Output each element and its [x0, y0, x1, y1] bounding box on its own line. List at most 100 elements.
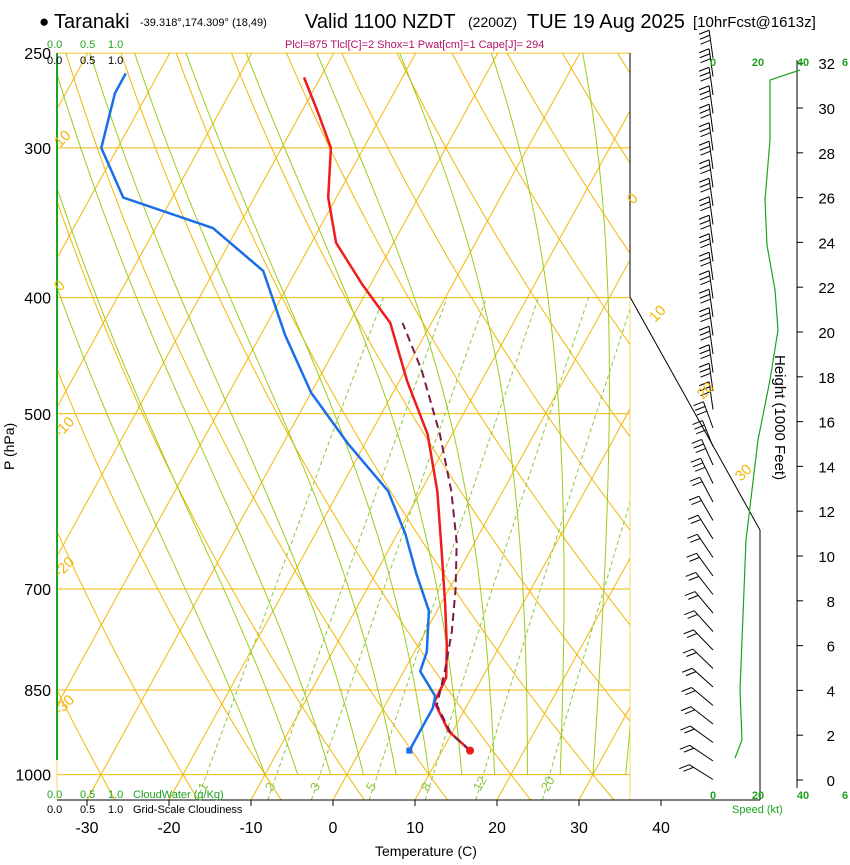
barb-shaft	[690, 726, 713, 742]
wind-barb	[689, 496, 713, 520]
barb-shaft	[691, 707, 713, 724]
cloudwater-tick-top-1: 0.5	[80, 39, 95, 51]
isotherm-label: -30	[51, 691, 78, 718]
barb-flag	[700, 146, 710, 150]
barb-flag	[687, 553, 697, 557]
mixing-ratio-label: 3	[307, 780, 324, 794]
barb-flag	[699, 123, 709, 127]
barb-flag	[699, 86, 709, 90]
wind-barb	[699, 30, 713, 58]
surface-dewpoint-marker	[406, 748, 412, 754]
isotherm-line	[251, 53, 662, 800]
barb-flag	[700, 54, 710, 58]
barb-flag	[687, 534, 697, 538]
wind-barb	[699, 271, 713, 299]
wind-barb	[699, 104, 713, 132]
mixing-ratio-line	[542, 298, 693, 800]
barb-flag	[700, 165, 710, 169]
barb-shaft	[697, 534, 713, 557]
barb-flag	[700, 72, 710, 76]
barb-shaft	[689, 765, 713, 780]
wind-barb	[682, 668, 713, 687]
isotherm-line	[415, 53, 826, 800]
isotherm-label: 30	[732, 461, 756, 485]
barb-flag	[699, 308, 709, 312]
barb-flag	[699, 345, 709, 349]
temperature-tick-label: 30	[570, 820, 588, 837]
wind-barb	[699, 160, 713, 188]
barb-flag	[699, 178, 709, 182]
barb-shaft	[694, 611, 713, 632]
barb-flag	[699, 326, 709, 330]
barb-flag	[690, 538, 700, 542]
cloudwater-label: CloudWater (g/Kg)	[133, 789, 224, 801]
temperature-tick-label: 10	[406, 820, 424, 837]
barb-flag	[686, 672, 696, 676]
dewpoint-trace	[101, 73, 435, 750]
height-tick-label: 2	[827, 728, 835, 745]
wind-speed-trace	[735, 70, 800, 758]
barb-flag	[700, 170, 710, 174]
speed-tick-top: 40	[797, 57, 809, 69]
isotherm-label: 10	[646, 302, 670, 326]
wind-barb	[680, 745, 713, 761]
barb-flag	[684, 729, 694, 733]
wind-barb	[699, 178, 713, 206]
wind-barb	[699, 67, 713, 95]
barb-flag	[700, 114, 710, 118]
barb-flag	[699, 104, 709, 108]
barb-flag	[689, 576, 699, 580]
barb-flag	[693, 402, 703, 406]
dry-adiabat-line	[452, 53, 850, 800]
temperature-tick-label: 40	[652, 820, 670, 837]
barb-flag	[699, 141, 709, 145]
barb-flag	[692, 482, 702, 486]
height-tick-label: 30	[818, 101, 835, 118]
wind-speed-profile	[735, 70, 800, 758]
barb-flag	[688, 515, 698, 519]
wind-barb	[687, 534, 713, 557]
height-tick-label: 8	[827, 594, 835, 611]
cloudiness-tick-top-2: 1.0	[108, 55, 123, 67]
barb-flag	[700, 202, 710, 206]
barb-flag	[699, 252, 709, 256]
height-tick-label: 32	[818, 56, 835, 73]
barb-shaft	[700, 477, 713, 502]
barb-flag	[682, 668, 692, 672]
wind-barb	[684, 630, 713, 650]
stability-params: Plcl=875 Tlcl[C]=2 Shox=1 Pwat[cm]=1 Cap…	[285, 39, 544, 51]
barb-flag	[699, 271, 709, 275]
mixing-ratio-line	[369, 298, 538, 800]
barb-shaft	[692, 668, 713, 687]
wind-barb	[679, 765, 713, 780]
wind-barb	[681, 707, 713, 724]
skew-frame-edge	[630, 297, 760, 530]
dry-adiabat-line	[66, 53, 448, 800]
barb-flag	[687, 633, 697, 637]
wind-barb	[699, 123, 713, 151]
barb-flag	[684, 611, 694, 615]
barb-flag	[700, 257, 710, 261]
dry-adiabat-line	[838, 53, 850, 800]
dry-adiabat-line	[287, 53, 781, 800]
barb-flag	[700, 225, 710, 229]
barb-flag	[700, 128, 710, 132]
barb-flag	[685, 710, 695, 714]
speed-tick-bottom: 40	[797, 790, 809, 802]
temperature-tick-label: 0	[329, 820, 338, 837]
isotherm-label: -10	[51, 413, 78, 440]
barb-flag	[679, 765, 689, 769]
barb-flag	[700, 350, 710, 354]
barb-flag	[700, 40, 710, 44]
parcel-trace	[403, 323, 470, 751]
barb-flag	[699, 363, 709, 367]
wind-barb	[683, 649, 713, 668]
barb-flag	[700, 313, 710, 317]
wind-barb	[682, 688, 713, 706]
moist-adiabat-line	[626, 53, 666, 775]
wind-barb	[699, 289, 713, 317]
wind-barb	[699, 345, 713, 373]
mixing-ratio-label: 12	[470, 773, 490, 793]
